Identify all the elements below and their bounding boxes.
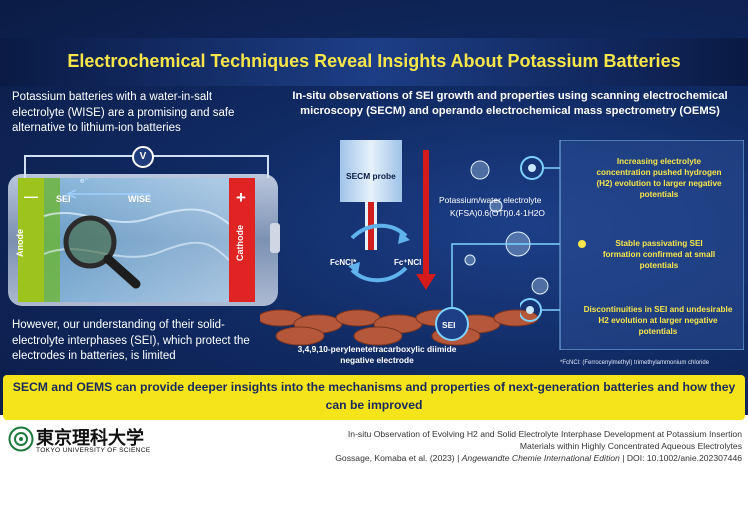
citation-line: Gossage, Komaba et al. (2023) | Angewand…	[282, 452, 742, 464]
magnifier-icon	[63, 215, 117, 269]
electron-label: e⁻	[80, 176, 89, 185]
conclusion-text: SECM and OEMS can provide deeper insight…	[12, 380, 736, 412]
intro-text: Potassium batteries with a water-in-salt…	[12, 91, 235, 134]
wise-label: WISE	[128, 194, 152, 204]
citation-authors: Gossage, Komaba et al. (2023)	[335, 453, 455, 463]
fcncl-oxidized-label: Fc⁺NCl	[394, 258, 422, 267]
fcncl-label: FcNCl*	[330, 258, 357, 267]
logo-kanji: 東京理科大学	[36, 428, 144, 449]
footnote: *FcNCl: (Ferrocenylmethyl) trimethylammo…	[560, 360, 710, 366]
page-title: Electrochemical Techniques Reveal Insigh…	[67, 51, 681, 71]
cathode-electrode	[229, 178, 255, 302]
method-heading: In-situ observations of SEI growth and p…	[292, 90, 728, 117]
callout-3: Discontinuities in SEI and undesirable H…	[583, 305, 733, 336]
electrolyte-label-1: Potassium/water electrolyte	[439, 195, 542, 205]
anode-electrode	[18, 178, 44, 302]
limitation-text: However, our understanding of their soli…	[12, 319, 250, 362]
anode-label: Anode	[15, 229, 25, 257]
citation-journal: Angewandte Chemie International Edition	[461, 453, 620, 463]
conclusion-band	[3, 375, 745, 420]
secm-probe-label: SECM probe	[346, 171, 396, 181]
title-band	[0, 38, 748, 86]
callout-1: Increasing electrolyte concentration pus…	[596, 157, 722, 199]
citation-doi[interactable]: DOI: 10.1002/anie.202307446	[626, 453, 742, 463]
logo-english: TOKYO UNIVERSITY OF SCIENCE	[36, 447, 151, 454]
voltmeter-label: V	[139, 151, 147, 162]
university-seal-icon	[8, 426, 34, 452]
voltmeter: V	[132, 146, 154, 168]
callout-panel	[520, 140, 744, 350]
citation-sep-1: |	[457, 453, 462, 463]
sei-circle-label: SEI	[442, 320, 456, 330]
secm-diagram	[260, 140, 560, 346]
secm-probe	[340, 140, 402, 202]
plus-sign: +	[236, 188, 246, 207]
battery-illustration	[8, 155, 280, 306]
citation-sep-2: |	[622, 453, 627, 463]
sei-label: SEI	[56, 194, 71, 204]
minus-sign: —	[24, 188, 38, 204]
electrolyte-label-2: K(FSA)0.6(OTf)0.4·1H2O	[450, 208, 545, 218]
callout-2: Stable passivating SEI formation confirm…	[602, 239, 716, 270]
cathode-label: Cathode	[235, 225, 245, 261]
citation-title: In-situ Observation of Evolving H2 and S…	[347, 429, 742, 451]
electrode-label: 3,4,9,10-perylenetetracarboxylic diimide…	[297, 344, 457, 365]
